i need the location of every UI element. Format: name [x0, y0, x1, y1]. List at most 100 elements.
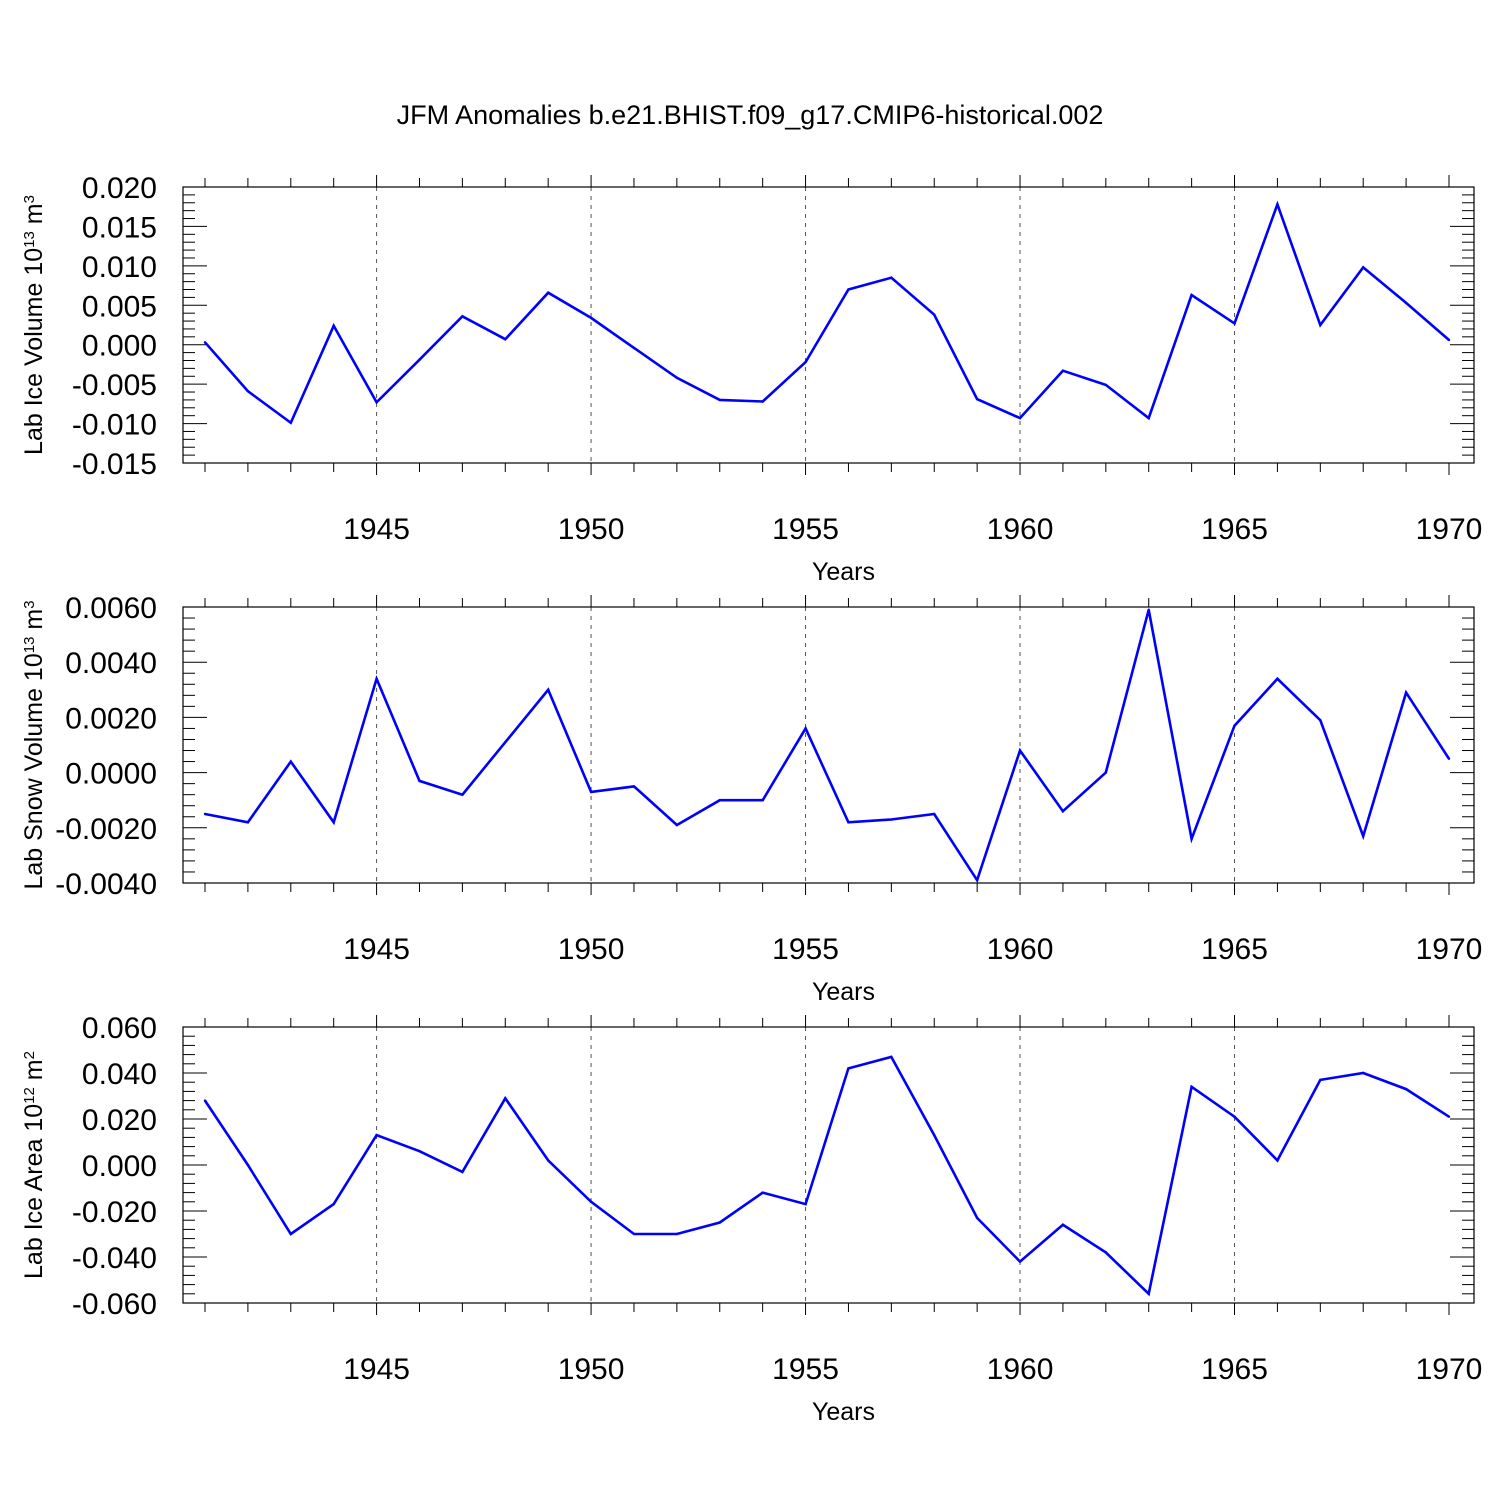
x-tick-label: 1960 — [987, 933, 1054, 966]
x-tick-label: 1970 — [1416, 933, 1483, 966]
data-point — [289, 760, 292, 763]
data-point — [1190, 293, 1193, 297]
y-tick-label: -0.020 — [72, 1196, 157, 1229]
data-point — [1147, 1292, 1150, 1296]
data-point — [504, 1097, 507, 1100]
series-line — [204, 200, 1450, 425]
x-tick-label: 1955 — [772, 1353, 839, 1386]
y-tick-label: 0.020 — [82, 1104, 157, 1137]
data-point — [1147, 608, 1150, 611]
y-axis-title: Lab Ice Area 1012 m2 — [20, 1051, 48, 1279]
data-point — [1018, 416, 1022, 420]
data-point — [1404, 1087, 1408, 1091]
data-point — [718, 398, 721, 402]
data-point — [890, 1055, 893, 1059]
data-point — [1018, 749, 1022, 752]
y-axis-title-part: m — [20, 609, 48, 637]
data-point — [1190, 1085, 1193, 1089]
x-tick-label: 1970 — [1416, 1353, 1483, 1386]
data-point — [1362, 834, 1365, 838]
x-tick-label: 1945 — [343, 933, 410, 966]
data-point — [761, 400, 764, 403]
data-point — [546, 688, 550, 691]
data-point — [675, 823, 679, 827]
data-point — [246, 390, 250, 393]
data-point — [1362, 266, 1365, 269]
data-point — [461, 1170, 464, 1174]
data-point — [890, 276, 893, 279]
y-tick-label: 0.0000 — [65, 758, 157, 791]
data-point — [675, 376, 679, 380]
data-point — [1104, 771, 1108, 774]
data-point — [289, 1232, 292, 1236]
data-point — [246, 1163, 250, 1167]
data-point — [804, 727, 807, 730]
data-point — [589, 316, 593, 320]
y-axis-title-superscript: 13 — [21, 231, 38, 248]
data-point — [1061, 810, 1065, 813]
x-tick-label: 1955 — [772, 513, 839, 546]
y-tick-label: -0.0040 — [55, 868, 157, 901]
data-point — [1319, 1078, 1322, 1082]
data-point — [1319, 323, 1322, 327]
data-point — [761, 1191, 764, 1194]
data-point — [504, 337, 507, 341]
x-tick-label: 1945 — [343, 513, 410, 546]
x-tick-label: 1945 — [343, 1353, 410, 1386]
x-axis-title: Years — [812, 1398, 875, 1426]
plot-frame — [182, 606, 1475, 884]
data-point — [718, 1221, 721, 1224]
data-point — [1233, 724, 1236, 727]
data-point — [1104, 1251, 1108, 1254]
data-point — [847, 821, 850, 824]
data-point — [203, 341, 207, 344]
data-point — [675, 1232, 679, 1236]
x-tick-label: 1965 — [1201, 1353, 1268, 1386]
y-axis-title-superscript: 3 — [21, 600, 38, 608]
data-point — [1447, 1115, 1451, 1118]
data-point — [589, 1200, 593, 1204]
y-tick-label: -0.005 — [72, 369, 157, 402]
data-point — [761, 799, 764, 802]
y-axis-title-part: Lab Snow Volume 10 — [20, 653, 48, 889]
data-point — [933, 313, 936, 316]
data-point — [1018, 1260, 1022, 1263]
chart-panel-1: 0.020 0.015 0.010 0.005 0.000 -0.005 -0.010 -0.… — [20, 172, 1482, 586]
data-point — [203, 1099, 207, 1102]
data-point — [332, 821, 335, 824]
y-tick-label: 0.000 — [82, 330, 157, 363]
data-point — [975, 1216, 979, 1220]
data-point — [203, 812, 207, 816]
y-tick-label: -0.015 — [72, 448, 157, 481]
y-tick-label: 0.0040 — [65, 647, 157, 680]
data-point — [632, 1232, 636, 1236]
data-point — [246, 821, 250, 824]
data-point — [375, 1133, 378, 1137]
y-axis-title: Lab Snow Volume 1013 m3 — [20, 600, 48, 889]
data-point — [1061, 1223, 1065, 1227]
data-point — [1404, 691, 1408, 694]
data-point — [975, 397, 979, 401]
data-point — [332, 324, 335, 327]
y-tick-label: 0.015 — [82, 211, 157, 244]
x-tick-label: 1960 — [987, 513, 1054, 546]
data-point — [1362, 1071, 1365, 1075]
x-tick-label: 1970 — [1416, 513, 1483, 546]
y-axis-title-part: m — [20, 1059, 48, 1087]
data-point — [804, 1202, 807, 1206]
y-axis-title-superscript: 2 — [21, 1051, 38, 1059]
data-point — [890, 818, 893, 821]
data-point — [418, 358, 421, 361]
y-axis-title-superscript: 13 — [21, 637, 38, 654]
data-point — [933, 812, 936, 816]
y-axis-title-part: Lab Ice Area 10 — [20, 1104, 48, 1279]
y-tick-label: 0.0020 — [65, 702, 157, 735]
y-tick-label: -0.060 — [72, 1288, 157, 1321]
data-point — [632, 785, 636, 788]
y-tick-label: -0.010 — [72, 409, 157, 442]
data-point — [1447, 757, 1451, 760]
y-axis-title-part: m — [20, 203, 48, 231]
y-axis-title-superscript: 3 — [21, 195, 38, 203]
x-tick-label: 1950 — [558, 933, 625, 966]
